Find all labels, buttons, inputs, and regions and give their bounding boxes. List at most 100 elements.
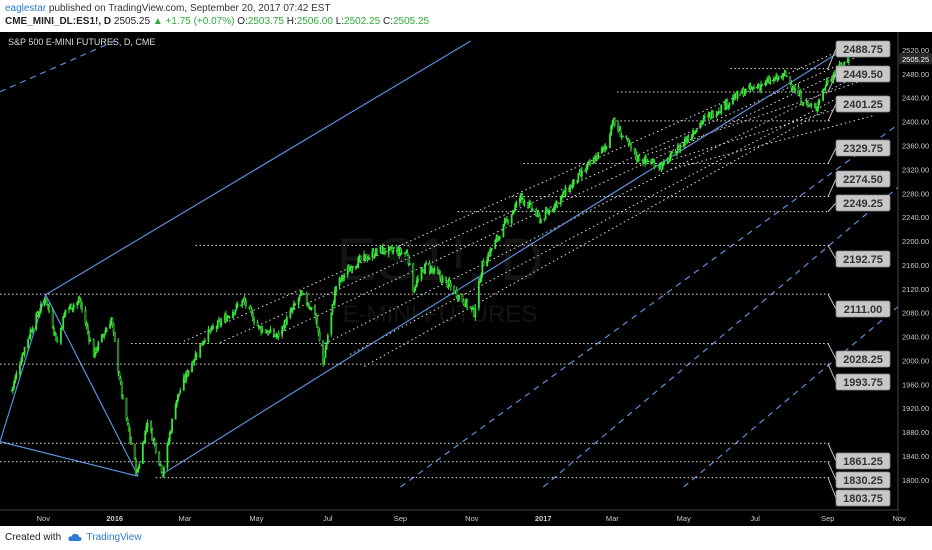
candle-body-2015-11-23 (68, 307, 70, 310)
candle-body-2016-09-22 (424, 263, 426, 274)
level-label-box-2329.75[interactable] (835, 139, 891, 157)
candle-body-2016-06-27 (322, 340, 325, 364)
candle-body-2016-07-07 (333, 290, 336, 304)
author-link[interactable]: eaglestar (5, 3, 47, 14)
pitchfork-dashed-line-0[interactable] (0, 40, 115, 93)
candle-body-2016-04-19 (241, 300, 244, 305)
candle-body-2016-12-06 (511, 211, 514, 215)
pitchfork-solid-line-4[interactable] (162, 43, 853, 475)
candle-body-2016-08-05 (367, 257, 370, 259)
pitchfork-solid-line-1[interactable] (45, 294, 139, 477)
level-label-box-2192.75[interactable] (835, 250, 891, 268)
candle-body-2016-12-05 (510, 214, 513, 224)
time-axis[interactable]: Nov 2016 Mar May Jul Sep Nov 2017 Mar May Jul Sep No… (37, 514, 906, 523)
level-label-1861.25: 1861.25 (843, 456, 883, 468)
level-label-box-2449.50[interactable] (835, 65, 891, 83)
price-tick-2040.00: 2040.00 (902, 333, 929, 342)
candle-body-2016-06-22 (316, 318, 319, 328)
level-label-box-2401.25[interactable] (835, 95, 891, 113)
pitchfork-dashed-line-3[interactable] (683, 306, 899, 488)
candle-body-2015-10-07 (13, 381, 15, 388)
candle-body-2016-03-07 (191, 363, 193, 372)
pitchfork-dashed-line-2[interactable] (542, 186, 899, 488)
candle-body-2017-01-11 (554, 203, 556, 211)
level-label-box-2111.00[interactable] (835, 300, 891, 318)
candle-body-2017-08-21 (813, 104, 816, 109)
candle-body-2016-02-09 (159, 462, 162, 465)
candle-body-2016-11-14 (486, 260, 488, 267)
candle-body-2015-10-20 (28, 336, 31, 339)
published-text: published on TradingView.com, September … (48, 3, 331, 14)
candle-body-2017-01-26 (571, 182, 574, 189)
candle-body-2017-06-16 (736, 91, 739, 99)
level-label-box-2488.75[interactable] (835, 40, 891, 58)
candle-body-2016-04-29 (253, 319, 255, 323)
pitchfork-dotted-line-1[interactable] (219, 54, 862, 343)
pitchfork-dotted-line-7[interactable] (659, 97, 874, 164)
candle-body-2016-05-25 (283, 320, 286, 331)
candle-body-2015-12-02 (78, 298, 81, 302)
level-label-box-2028.25[interactable] (835, 350, 891, 368)
candle-body-2016-10-19 (455, 289, 458, 298)
price-axis-background (898, 32, 932, 526)
change: ▲ +1.75 (+0.07%) (152, 16, 235, 27)
candle-body-2017-03-30 (645, 155, 648, 161)
candle-body-2015-11-20 (64, 309, 67, 314)
price-tick-1800.00: 1800.00 (902, 476, 929, 485)
pitchfork-solid-line-0[interactable] (0, 441, 139, 477)
candle-body-2017-02-10 (589, 161, 591, 165)
level-label-box-1830.25[interactable] (835, 471, 891, 489)
level-label-box-2274.50[interactable] (835, 170, 891, 188)
candle-body-2015-11-19 (63, 313, 66, 318)
candle-body-2017-08-10 (801, 101, 803, 106)
candle-body-2015-12-23 (103, 334, 106, 337)
candle-body-2015-10-12 (19, 364, 21, 375)
pitchfork-dotted-line-4[interactable] (349, 97, 839, 355)
candle-body-2015-11-10 (52, 328, 55, 334)
candle-body-2015-11-18 (62, 316, 65, 329)
candle-body-2016-06-01 (291, 307, 294, 312)
candle-body-2016-02-26 (179, 390, 182, 394)
candle-body-2016-03-17 (202, 340, 205, 344)
pitchfork-dotted-line-2[interactable] (272, 64, 857, 338)
level-label-box-1993.75[interactable] (835, 373, 891, 391)
pitchfork-solid-line-3[interactable] (45, 40, 471, 296)
candle-body-2017-01-31 (577, 173, 580, 182)
candle-body-2016-12-22 (530, 204, 533, 210)
candle-body-2015-11-13 (56, 339, 59, 343)
pitchfork-dashed-line-1[interactable] (400, 124, 899, 488)
candle-body-2017-04-28 (679, 145, 682, 152)
level-label-box-1861.25[interactable] (835, 452, 891, 470)
candle-body-2017-05-17 (701, 120, 704, 124)
created-with: Created with TradingView (5, 532, 142, 543)
level-label-box-2249.25[interactable] (835, 194, 891, 212)
candle-body-2016-05-17 (274, 334, 277, 337)
chart-svg[interactable]: ES1!, D E-MINI FUTURES 2488.75 2449.50 240… (0, 32, 932, 526)
candle-body-2017-03-17 (630, 142, 632, 149)
level-label-box-1803.75[interactable] (835, 489, 891, 507)
level-label-2449.50: 2449.50 (843, 69, 883, 81)
chart-area[interactable]: ES1!, D E-MINI FUTURES 2488.75 2449.50 240… (0, 32, 932, 526)
candle-body-2017-02-17 (597, 151, 600, 159)
candle-body-2017-06-12 (732, 97, 734, 104)
candle-body-2017-04-25 (675, 151, 678, 156)
candle-body-2017-01-27 (572, 179, 575, 185)
pitchfork-dotted-line-0[interactable] (183, 40, 862, 342)
candle-body-2016-04-06 (226, 316, 229, 322)
pitchfork-solid-line-2[interactable] (0, 294, 47, 442)
pitchfork-dotted-line-6[interactable] (647, 76, 874, 155)
candle-body-2016-06-06 (297, 298, 300, 305)
candle-body-2017-01-24 (569, 185, 572, 193)
last-price-marker (899, 53, 932, 65)
candle-body-2016-12-09 (515, 201, 518, 207)
candle-body-2016-04-22 (244, 300, 247, 307)
candle-body-2016-10-24 (461, 293, 464, 302)
candle-body-2016-08-25 (391, 247, 394, 252)
candle-body-2016-07-01 (326, 335, 329, 343)
candle-body-2017-05-15 (699, 122, 702, 129)
pitchfork-dotted-line-8[interactable] (670, 115, 874, 170)
level-label-2111.00: 2111.00 (844, 304, 883, 316)
candle-body-2016-06-24 (318, 331, 321, 341)
tradingview-link[interactable]: TradingView (86, 532, 142, 543)
